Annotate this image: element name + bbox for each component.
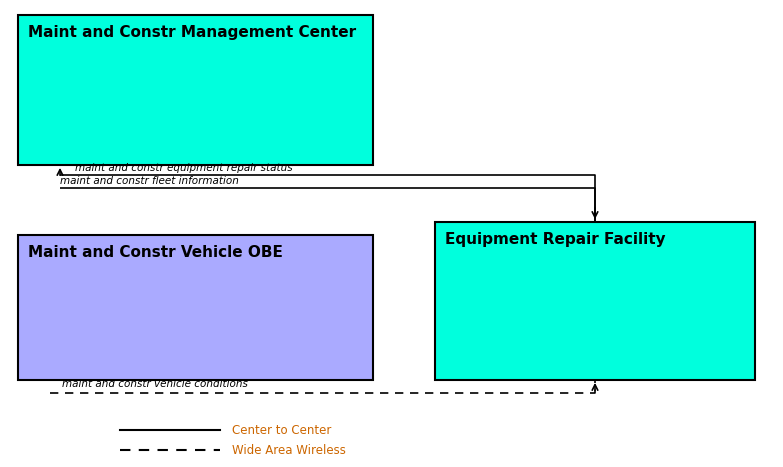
Bar: [435, 222, 755, 380]
Text: Center to Center: Center to Center: [232, 424, 331, 437]
Text: maint and constr fleet information: maint and constr fleet information: [60, 176, 239, 186]
Text: Equipment Repair Facility: Equipment Repair Facility: [445, 232, 666, 247]
Text: Maint and Constr Management Center: Maint and Constr Management Center: [28, 25, 356, 40]
Bar: [18, 15, 373, 165]
Text: maint and constr vehicle conditions: maint and constr vehicle conditions: [62, 379, 248, 389]
Text: Maint and Constr Vehicle OBE: Maint and Constr Vehicle OBE: [28, 245, 283, 260]
Bar: [18, 235, 373, 380]
Text: Wide Area Wireless: Wide Area Wireless: [232, 444, 346, 457]
Text: maint and constr equipment repair status: maint and constr equipment repair status: [75, 163, 293, 173]
